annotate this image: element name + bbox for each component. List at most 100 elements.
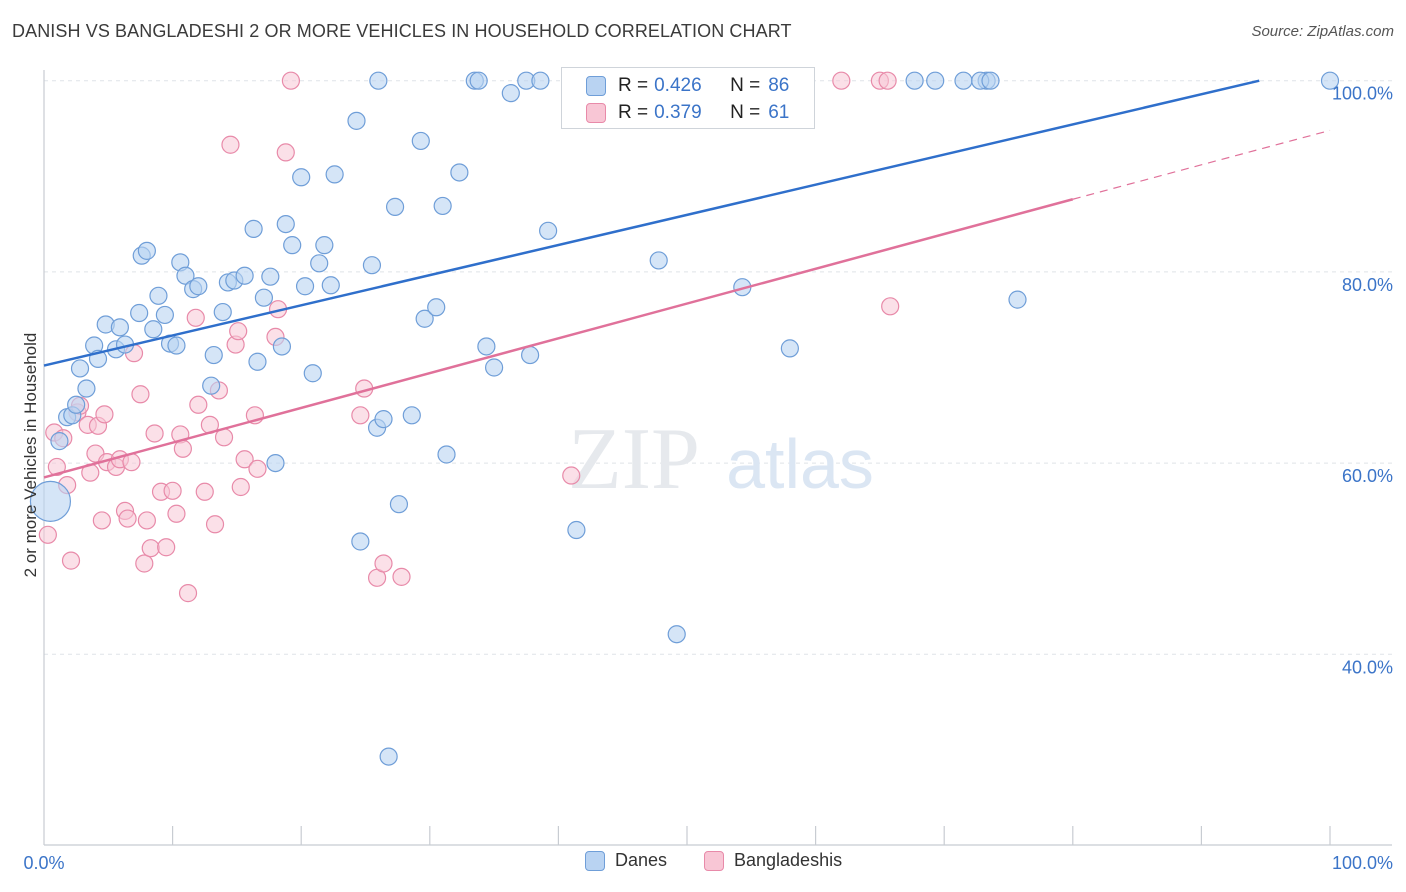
danes-point [283, 236, 302, 255]
source-credit: Source: ZipAtlas.com [1251, 23, 1394, 40]
trend-lines [43, 79, 1331, 479]
danes-point [926, 71, 945, 90]
bangladeshis-point [92, 511, 111, 530]
danes-point [202, 376, 221, 395]
danes-point [780, 339, 799, 358]
grid-lines [44, 80, 1392, 655]
danes-point [981, 71, 1000, 90]
stats-legend: R = 0.426 N = 86 R = 0.379 N = 61 [561, 67, 815, 129]
danes-point [437, 445, 456, 464]
danes-point [1320, 71, 1340, 90]
legend-item-danes[interactable]: Danes [585, 850, 667, 871]
danes-trend-line [43, 79, 1260, 367]
danes-point [385, 197, 405, 216]
series-legend: Danes Bangladeshis [0, 850, 1406, 880]
danes-point [485, 358, 504, 377]
danes-point [567, 520, 586, 540]
danes-swatch [586, 76, 606, 96]
r-label: R = [618, 102, 649, 123]
n-label: N = [730, 102, 761, 123]
danes-point [29, 480, 72, 522]
danes-point [235, 266, 254, 285]
n-value: 86 [768, 75, 790, 96]
danes-point [379, 747, 398, 766]
bangladeshis-point [221, 135, 240, 154]
bangladeshis-point [205, 515, 225, 534]
danes-point [244, 219, 263, 238]
danes-point [310, 254, 329, 273]
bangladeshis-point [131, 385, 150, 404]
n-value: 61 [768, 102, 790, 123]
danes-point [351, 532, 370, 551]
bangladeshis-point [195, 482, 214, 501]
legend-item-bangladeshis[interactable]: Bangladeshis [704, 850, 842, 871]
danes-point [531, 71, 550, 90]
bangladeshis-point [248, 459, 267, 478]
danes-point [292, 168, 311, 187]
bangladeshis-point [137, 511, 156, 530]
danes-point [137, 241, 156, 260]
danes-point [77, 379, 96, 398]
danes-point [389, 495, 409, 514]
bangladeshis-point [832, 71, 851, 90]
danes-point [469, 71, 488, 90]
legend-label-danes: Danes [615, 850, 668, 870]
danes-point [248, 352, 267, 371]
danes-point [411, 131, 430, 151]
y-axis-label: 2 or more Vehicles in Household [21, 332, 40, 578]
danes-point [266, 454, 285, 473]
danes-point [501, 84, 520, 103]
x-tick-label: 0.0% [23, 853, 64, 873]
danes-point [427, 298, 446, 317]
bangladeshis-point [281, 71, 301, 90]
n-label: N = [730, 75, 761, 96]
bangladeshis-point [231, 477, 250, 497]
bangladeshis-point [229, 322, 248, 341]
danes-point [954, 71, 973, 90]
danes-point [415, 309, 434, 328]
danes-point [110, 318, 129, 337]
danes-point [130, 303, 149, 323]
r-label: R = [618, 75, 649, 96]
danes-point [213, 302, 232, 322]
danes-point [450, 163, 469, 182]
bangladeshis-point [95, 405, 114, 424]
danes-point [204, 345, 223, 365]
bangladeshis-point [141, 539, 160, 558]
danes-point [347, 111, 366, 130]
danes-point [521, 345, 540, 365]
danes-point [315, 236, 334, 255]
chart-title: DANISH VS BANGLADESHI 2 OR MORE VEHICLES… [12, 21, 792, 41]
danes-point [325, 165, 344, 184]
bangladeshis-point [173, 439, 192, 458]
bangladeshis-point [189, 395, 208, 414]
bangladeshis-trend-extension [1072, 129, 1331, 200]
danes-point [667, 625, 686, 644]
danes-point [272, 337, 292, 356]
danes-point [362, 256, 382, 275]
danes-point [261, 267, 280, 286]
bangladeshis-swatch [704, 850, 724, 871]
danes-point [70, 359, 90, 378]
danes-point [167, 336, 186, 355]
danes-point [905, 71, 924, 90]
watermark: ZIP atlas [568, 411, 874, 508]
r-value: 0.426 [654, 75, 702, 96]
y-tick-label: 40.0% [1342, 657, 1393, 677]
axes [43, 70, 1392, 846]
danes-point [276, 215, 295, 234]
bangladeshis-point [145, 424, 164, 443]
danes-point [321, 276, 340, 295]
x-tick-label: 100.0% [1332, 853, 1393, 873]
danes-point [433, 196, 452, 216]
legend-label-bangladeshis: Bangladeshis [734, 850, 843, 870]
bangladeshis-point [157, 538, 176, 557]
danes-points [29, 71, 1340, 766]
danes-point [254, 288, 274, 307]
danes-point [539, 221, 558, 240]
danes-point [374, 410, 393, 429]
danes-point [67, 395, 86, 414]
bangladeshis-point [118, 509, 137, 528]
bangladeshis-point [881, 297, 900, 316]
danes-point [144, 320, 163, 339]
